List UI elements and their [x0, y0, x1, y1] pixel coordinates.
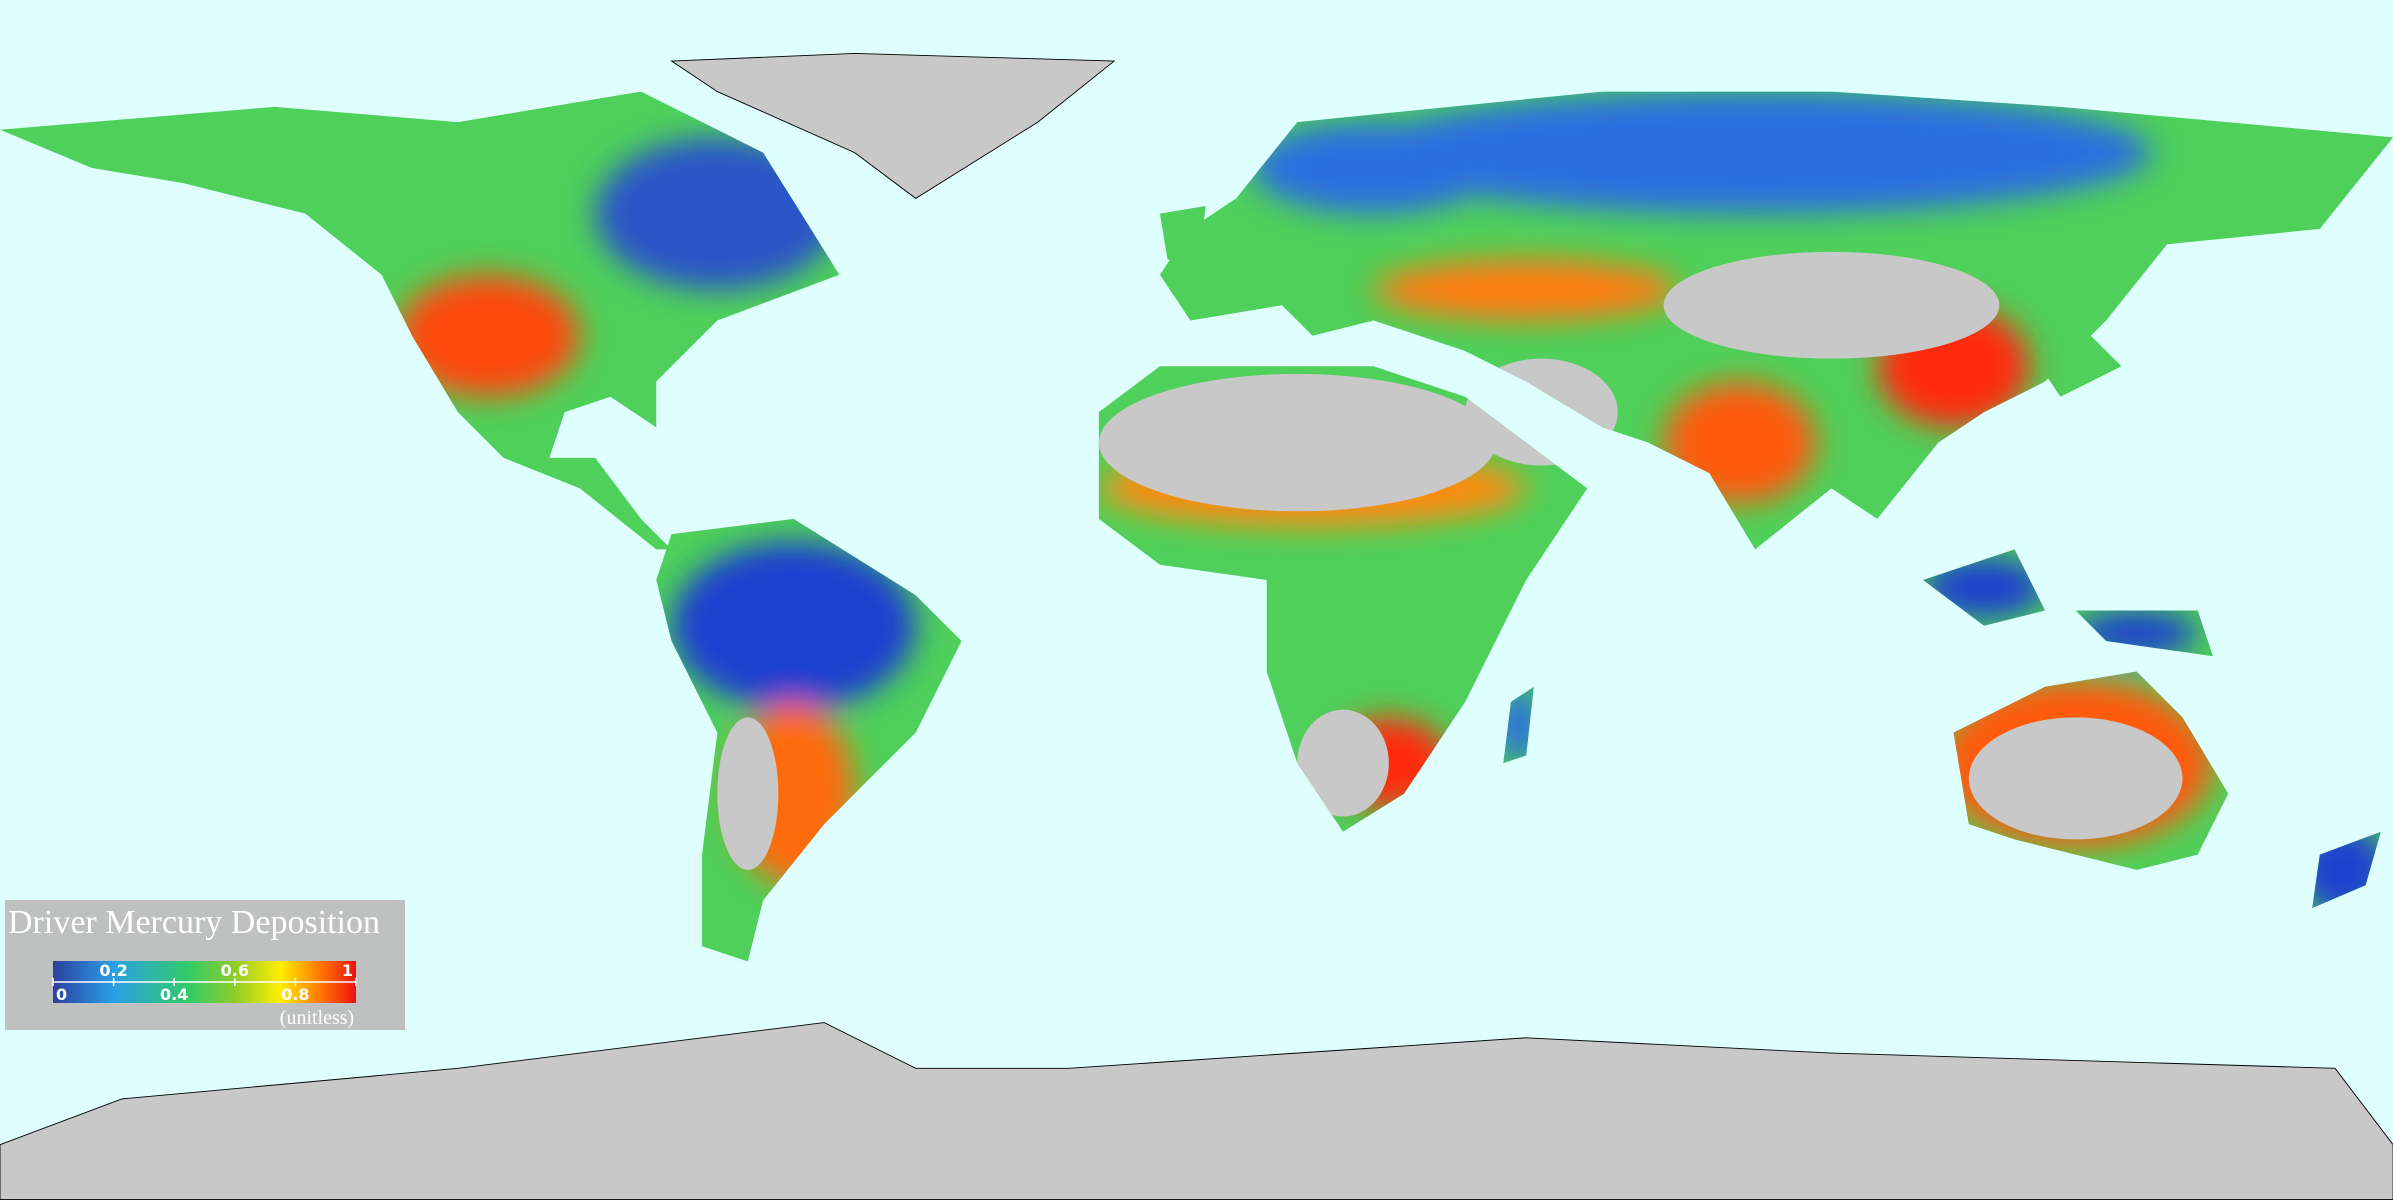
legend-title: Driver Mercury Deposition — [8, 904, 380, 941]
antarctica — [0, 1022, 2393, 1200]
colorbar-tick-label: 0.8 — [281, 985, 309, 1004]
legend: Driver Mercury Deposition (unitless) 0 0.… — [5, 900, 405, 1030]
greenland — [670, 52, 1116, 199]
colorbar-tick-label: 0.2 — [99, 961, 127, 980]
colorbar-tick-label: 1 — [342, 961, 353, 980]
colorbar-tick-label: 0 — [56, 985, 67, 1004]
legend-unit: (unitless) — [280, 1007, 354, 1029]
colorbar-tick-label: 0.6 — [221, 961, 249, 980]
colorbar-tick-label: 0.4 — [160, 985, 188, 1004]
